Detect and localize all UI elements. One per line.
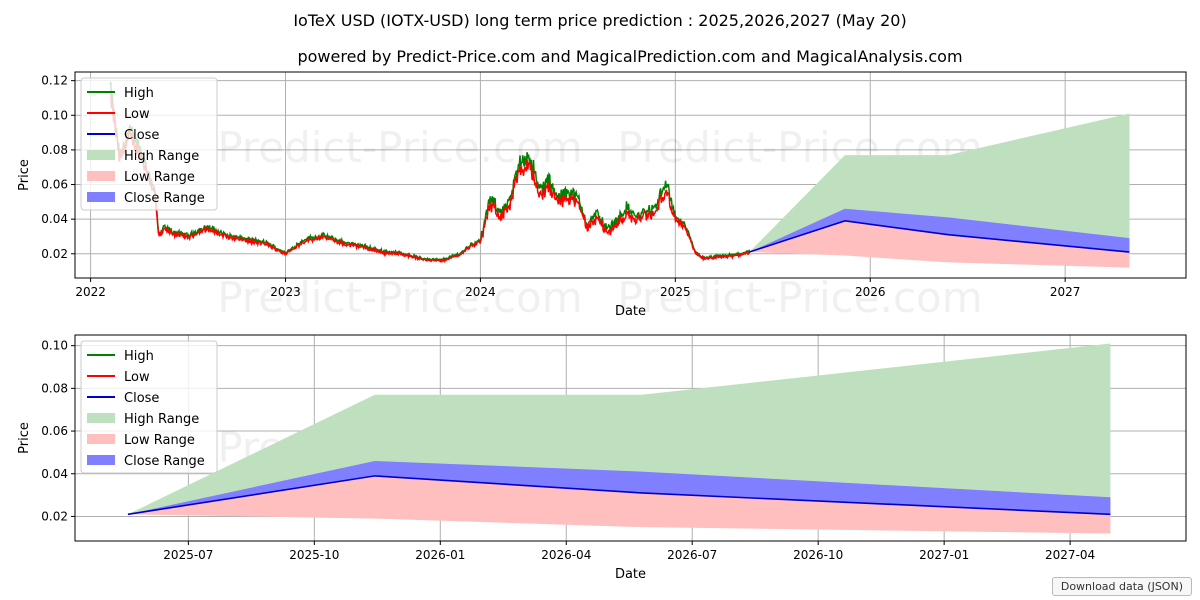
x-tick-label: 2022 (75, 285, 106, 299)
legend-close-range-label: Close Range (124, 454, 205, 469)
close-forecast-line (749, 220, 1130, 253)
legend-high-label: High (124, 86, 154, 101)
legend-low-label: Low (124, 370, 150, 385)
legend-high-range-swatch (87, 150, 115, 160)
axes-frame (74, 71, 1187, 279)
x-tick-label: 2026-01 (415, 548, 465, 562)
x-tick-label: 2024 (465, 285, 496, 299)
close-range-area (749, 208, 1130, 253)
legend-low-range-swatch (87, 171, 115, 181)
history-forecast-plot: Predict-Price.com Predict-Price.comPredic… (17, 71, 1187, 322)
low-range-area (127, 475, 1111, 534)
forecast-zoom-plot: Predict-Price.comPredict-Price.com2025-0… (17, 334, 1187, 582)
y-tick-label: 0.08 (41, 381, 68, 395)
y-axis-label: Price (17, 159, 32, 191)
y-tick-label: 0.06 (41, 178, 68, 192)
y-tick-label: 0.08 (41, 143, 68, 157)
x-tick-label: 2027-04 (1045, 548, 1095, 562)
close-forecast-line (127, 475, 1111, 516)
x-tick-label: 2027 (1050, 285, 1081, 299)
legend-close-range-swatch (87, 192, 115, 202)
x-tick-label: 2026-10 (793, 548, 843, 562)
x-tick-label: 2026-07 (667, 548, 717, 562)
legend-close-label: Close (124, 128, 159, 143)
x-tick-label: 2025-07 (163, 548, 213, 562)
legend-low-label: Low (124, 107, 150, 122)
y-tick-label: 0.02 (41, 247, 68, 261)
close-range-area (127, 460, 1111, 515)
x-tick-label: 2025-10 (289, 548, 339, 562)
legend-close-label: Close (124, 391, 159, 406)
watermark-text: Predict-Price.com (617, 273, 982, 322)
legend-high-range-label: High Range (124, 149, 199, 164)
x-tick-label: 2023 (270, 285, 301, 299)
plot-area (109, 81, 1130, 268)
legend: High Low Close High Range Low Range Close Ran… (80, 77, 218, 211)
x-tick-label: 2026-04 (541, 548, 591, 562)
y-tick-label: 0.06 (41, 424, 68, 438)
legend-low-range-label: Low Range (124, 433, 195, 448)
legend-high-range-swatch (87, 413, 115, 423)
low-line (109, 91, 751, 264)
watermark-text: Predict-Price.com (217, 273, 582, 322)
legend: High Low Close High Range Low Range Close Ran… (80, 340, 218, 474)
y-tick-label: 0.04 (41, 467, 68, 481)
x-axis-label: Date (615, 304, 646, 319)
y-tick-label: 0.10 (41, 339, 68, 353)
x-axis-label: Date (615, 567, 646, 582)
chart-title: IoTeX USD (IOTX-USD) long term price pre… (293, 11, 906, 30)
x-tick-label: 2026 (855, 285, 886, 299)
low-range-area (749, 220, 1130, 268)
plot-area (127, 343, 1111, 534)
legend-high-label: High (124, 349, 154, 364)
x-tick-label: 2027-01 (919, 548, 969, 562)
y-tick-label: 0.04 (41, 212, 68, 226)
y-tick-label: 0.12 (41, 74, 68, 88)
legend-low-range-label: Low Range (124, 170, 195, 185)
legend-low-range-swatch (87, 434, 115, 444)
legend-close-range-swatch (87, 455, 115, 465)
y-tick-label: 0.10 (41, 108, 68, 122)
download-data-button[interactable]: Download data (JSON) (1051, 577, 1192, 596)
y-tick-label: 0.02 (41, 509, 68, 523)
legend-close-range-label: Close Range (124, 191, 205, 206)
y-axis-label: Price (17, 422, 32, 454)
x-tick-label: 2025 (660, 285, 691, 299)
legend-high-range-label: High Range (124, 412, 199, 427)
axes-frame (74, 334, 1187, 542)
chart-subtitle: powered by Predict-Price.com and Magical… (297, 47, 962, 66)
